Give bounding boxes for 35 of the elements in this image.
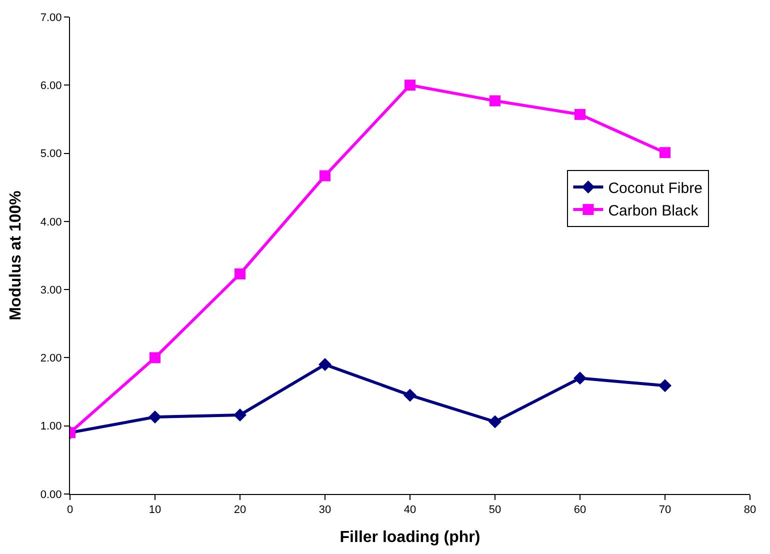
point [148, 410, 162, 424]
point [660, 147, 670, 158]
x-tick-label: 40 [404, 504, 416, 516]
y-tick-label: 5.00 [40, 148, 62, 160]
point [234, 268, 246, 280]
y-tick-label: 2.00 [40, 352, 62, 365]
y-tick-label: 7.00 [40, 12, 62, 24]
y-tick-label: 6.00 [40, 80, 62, 92]
point [404, 388, 416, 402]
x-tick-label: 60 [574, 504, 586, 516]
x-tick-label: 80 [744, 504, 756, 516]
legend-label: Coconut Fibre [608, 180, 702, 197]
x-tick-label: 10 [148, 504, 162, 516]
x-tick-label: 30 [318, 504, 332, 516]
point [320, 170, 330, 182]
point [404, 80, 416, 91]
y-tick-label: 1.00 [40, 420, 62, 433]
point [318, 358, 332, 372]
point [150, 352, 160, 364]
point [488, 415, 502, 428]
point [574, 372, 586, 385]
point [234, 408, 246, 422]
x-tick-label: 0 [66, 504, 74, 516]
x-axis-title: Filler loading (phr) [340, 528, 480, 546]
x-tick-label: 20 [234, 504, 246, 516]
point [490, 95, 500, 106]
y-tick-label: 4.00 [40, 216, 62, 228]
x-tick-label: 50 [488, 504, 502, 516]
point [658, 379, 672, 392]
x-tick-label: 70 [658, 504, 672, 516]
y-axis-title: Modulus at 100% [7, 190, 24, 320]
legend-label: Carbon Black [608, 202, 699, 220]
point [574, 108, 586, 120]
y-tick-label: 3.00 [40, 284, 62, 296]
y-tick-label: 0.00 [40, 488, 62, 501]
